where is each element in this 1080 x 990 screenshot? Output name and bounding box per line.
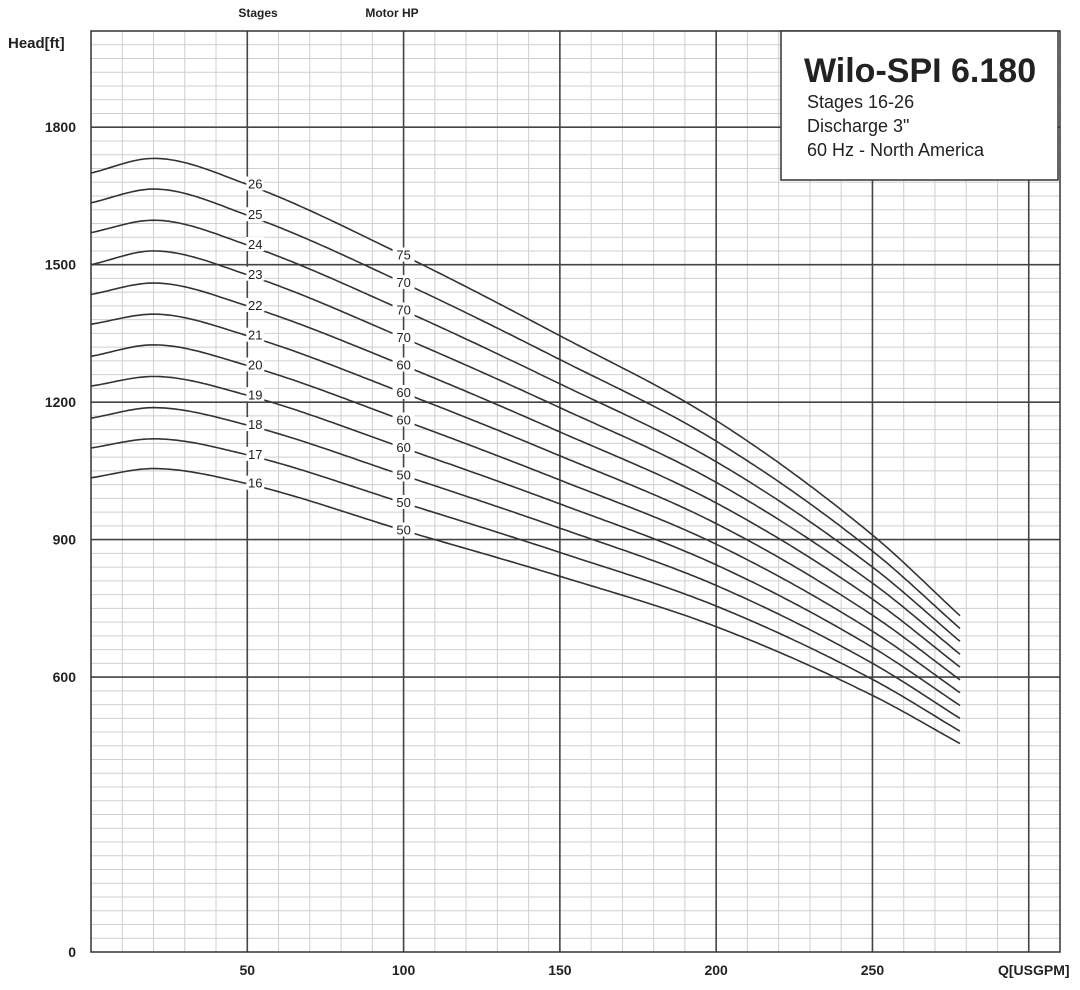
curve-stage-16 bbox=[90, 467, 961, 745]
stage-label-bg bbox=[246, 176, 265, 191]
stage-label-bg bbox=[246, 446, 265, 461]
motor-hp-label: 60 bbox=[396, 357, 410, 372]
hp-label-bg bbox=[392, 302, 415, 317]
stage-label-bg bbox=[246, 297, 265, 312]
x-axis-label: Q[USGPM] bbox=[998, 962, 1070, 978]
info-frequency: 60 Hz - North America bbox=[807, 140, 985, 160]
hp-label-bg bbox=[392, 330, 415, 344]
info-box-frame bbox=[780, 30, 1059, 181]
stage-label: 17 bbox=[248, 447, 262, 462]
y-tick-label: 900 bbox=[53, 532, 77, 548]
stage-label: 20 bbox=[248, 357, 262, 372]
stage-label: 16 bbox=[248, 476, 262, 491]
stage-label-bg bbox=[246, 475, 265, 490]
stage-label-bg bbox=[246, 357, 265, 372]
motor-hp-label: 60 bbox=[396, 440, 410, 455]
stage-label: 24 bbox=[248, 237, 262, 252]
curve-stage-22 bbox=[90, 282, 961, 668]
info-discharge: Discharge 3" bbox=[807, 116, 909, 136]
stages-column-header: Stages bbox=[238, 6, 278, 20]
curve-stage-19 bbox=[90, 375, 961, 707]
hp-label-bg bbox=[392, 384, 415, 399]
info-box: Wilo-SPI 6.180 Stages 16-26 Discharge 3"… bbox=[780, 30, 1059, 181]
y-tick-label: 600 bbox=[53, 669, 77, 685]
x-tick-labels: 50 100 150 200 250 bbox=[240, 962, 885, 978]
minor-grid bbox=[91, 31, 1060, 952]
motor-hp-label: 50 bbox=[396, 522, 410, 537]
plot-frame bbox=[90, 30, 1061, 953]
stage-label: 18 bbox=[248, 417, 262, 432]
motor-hp-label: 70 bbox=[396, 330, 410, 345]
motor-hp-label: 75 bbox=[396, 248, 410, 263]
x-tick-label: 250 bbox=[861, 962, 885, 978]
x-tick-label: 50 bbox=[240, 962, 256, 978]
curve-stage-21 bbox=[90, 313, 961, 681]
x-tick-label: 200 bbox=[704, 962, 728, 978]
x-tick-label: 100 bbox=[392, 962, 416, 978]
y-tick-label: 1500 bbox=[45, 257, 76, 273]
motor-hp-label: 60 bbox=[396, 385, 410, 400]
curve-labels: 16 50 17 50 18 50 19 60 20 60 21 60 22 60 23 70 24 70 25 70… bbox=[246, 176, 415, 537]
curve-stage-18 bbox=[90, 406, 961, 719]
stage-label: 23 bbox=[248, 267, 262, 282]
y-tick-labels: 0 600 900 1200 1500 1800 bbox=[45, 119, 76, 960]
y-tick-label: 1800 bbox=[45, 119, 76, 135]
curve-stage-17 bbox=[90, 438, 961, 732]
curve-stage-23 bbox=[90, 250, 961, 655]
curve-stage-25 bbox=[90, 188, 961, 630]
hp-label-bg bbox=[392, 412, 415, 427]
stage-label-bg bbox=[246, 236, 265, 251]
motor-hp-label: 50 bbox=[396, 467, 410, 482]
hp-label-bg bbox=[392, 357, 415, 372]
stage-label-bg bbox=[246, 387, 265, 402]
curve-stage-26 bbox=[90, 157, 961, 617]
stage-label-bg bbox=[246, 417, 265, 432]
curve-stage-24 bbox=[90, 219, 961, 642]
hp-label-bg bbox=[392, 247, 415, 262]
stage-label-bg bbox=[246, 327, 265, 342]
hp-label-bg bbox=[392, 275, 415, 290]
hp-label-bg bbox=[392, 494, 415, 509]
y-tick-label: 1200 bbox=[45, 394, 76, 410]
curve-stage-20 bbox=[90, 344, 961, 694]
performance-curves bbox=[90, 157, 961, 745]
motor-hp-label: 70 bbox=[396, 275, 410, 290]
stage-label: 22 bbox=[248, 298, 262, 313]
y-tick-label: 0 bbox=[68, 944, 76, 960]
info-stages: Stages 16-26 bbox=[807, 92, 914, 112]
stage-label-bg bbox=[246, 207, 265, 222]
motor-hp-label: 60 bbox=[396, 412, 410, 427]
stage-label-bg bbox=[246, 266, 265, 281]
stage-label: 26 bbox=[248, 177, 262, 192]
motor-hp-label: 70 bbox=[396, 303, 410, 318]
chart-title: Wilo-SPI 6.180 bbox=[804, 52, 1036, 90]
hp-label-bg bbox=[392, 467, 415, 482]
y-axis-label: Head[ft] bbox=[8, 35, 65, 52]
hp-label-bg bbox=[392, 522, 415, 537]
motor-hp-column-header: Motor HP bbox=[365, 6, 418, 20]
x-tick-label: 150 bbox=[548, 962, 572, 978]
stage-label: 25 bbox=[248, 207, 262, 222]
hp-label-bg bbox=[392, 439, 415, 454]
motor-hp-label: 50 bbox=[396, 495, 410, 510]
stage-label: 21 bbox=[248, 328, 262, 343]
stage-label: 19 bbox=[248, 387, 262, 402]
